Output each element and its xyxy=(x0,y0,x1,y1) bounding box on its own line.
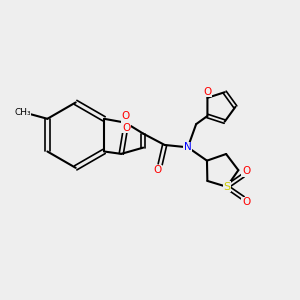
Text: O: O xyxy=(122,123,130,133)
Text: O: O xyxy=(121,111,130,121)
Text: O: O xyxy=(242,166,250,176)
Text: O: O xyxy=(203,87,211,97)
Text: S: S xyxy=(223,182,230,192)
Text: N: N xyxy=(184,142,192,152)
Text: O: O xyxy=(154,165,162,175)
Text: O: O xyxy=(242,197,250,207)
Text: CH₃: CH₃ xyxy=(14,108,31,117)
